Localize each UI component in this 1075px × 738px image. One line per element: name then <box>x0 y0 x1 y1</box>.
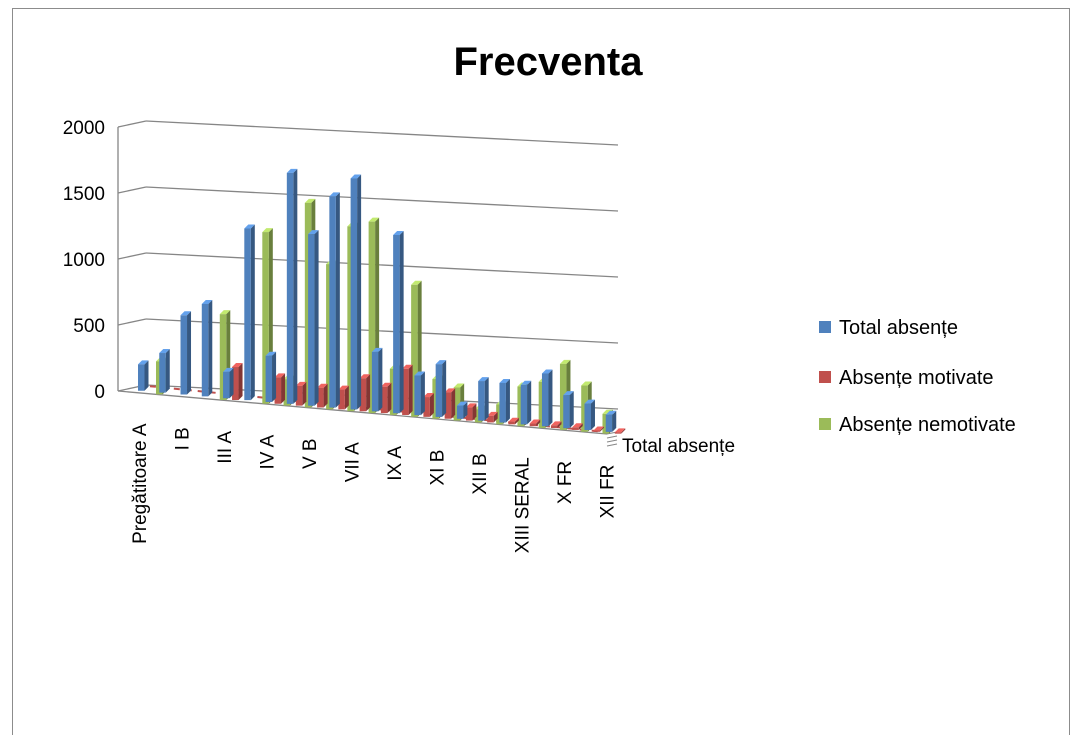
bar-0-3 <box>201 299 213 397</box>
gridline-4 <box>145 120 619 146</box>
bar-1-16 <box>487 411 498 423</box>
legend-item-motivate: Absențe motivate <box>819 367 994 389</box>
bar-0-8 <box>308 230 319 406</box>
x-tick-label: Pregătitoare A <box>130 423 151 544</box>
gridline-3 <box>145 186 619 212</box>
bar-1-15 <box>465 403 477 421</box>
legend-label-total: Total absențe <box>839 317 958 339</box>
bar-1-12 <box>402 364 413 415</box>
x-tick-label: XII FR <box>598 465 619 519</box>
bar-1-7 <box>295 381 307 406</box>
legend-item-nemotivate: Absențe nemotivate <box>819 414 1016 436</box>
gridline-depth-4 <box>117 120 147 128</box>
legend-swatch-total <box>819 321 831 333</box>
x-tick-label: I B <box>173 427 194 450</box>
x-tick-label: XIII SERAL <box>513 457 534 553</box>
bar-0-19 <box>541 369 553 427</box>
bar-1-20 <box>572 423 583 430</box>
bar-0-12 <box>393 230 404 414</box>
chart-canvas: Frecventa 0 500 1000 1500 2000 Pregătitoare … <box>63 40 1016 553</box>
bar-1-21 <box>593 426 604 432</box>
bar-0-10 <box>350 174 362 410</box>
bars <box>138 168 626 434</box>
bar-1-13 <box>423 393 434 417</box>
bar-1-19 <box>550 421 562 429</box>
gridline-depth-2 <box>117 252 147 260</box>
legend-swatch-nemotivate <box>819 418 831 430</box>
y-tick-label: 2000 <box>63 118 105 139</box>
gridline-depth-1 <box>117 318 147 326</box>
bar-0-20 <box>563 391 574 429</box>
legend-item-total: Total absențe <box>819 317 958 339</box>
bar-0-0 <box>138 360 149 391</box>
y-tick-label: 500 <box>73 316 105 337</box>
bar-0-4 <box>223 367 234 399</box>
bar-0-7 <box>286 168 298 404</box>
bar-0-5 <box>244 224 255 401</box>
legend: Total absențe Absențe motivate Absențe n… <box>819 317 1016 436</box>
x-tick-label: VII A <box>343 442 364 482</box>
bar-1-17 <box>508 417 519 425</box>
y-tick-label: 0 <box>94 382 105 403</box>
bar-0-18 <box>520 380 532 425</box>
depth-tick <box>606 439 618 443</box>
x-tick-label: XI B <box>428 450 449 486</box>
bar-0-22 <box>605 410 617 432</box>
bar-1-22 <box>614 428 626 434</box>
category-labels: Pregătitoare A I B III A IV A V B VII A IX A XI… <box>130 423 619 553</box>
bar-1-4 <box>232 363 243 401</box>
x-tick-label: IV A <box>258 434 279 469</box>
chart-frame: Frecventa 0 500 1000 1500 2000 Pregătitoare … <box>12 8 1070 735</box>
bar-1-14 <box>444 388 456 419</box>
x-axis-line <box>117 390 608 435</box>
bar-0-9 <box>329 192 340 408</box>
bar-0-11 <box>371 347 383 412</box>
bar-1-8 <box>317 383 328 408</box>
bar-0-14 <box>435 360 447 417</box>
gridline-1 <box>145 318 619 344</box>
gridline-depth-3 <box>117 186 147 194</box>
gridline-2 <box>145 252 619 278</box>
bar-0-6 <box>265 351 277 402</box>
depth-axis-label: Total absențe <box>622 436 735 457</box>
legend-label-nemotivate: Absențe nemotivate <box>839 414 1016 436</box>
y-tick-label: 1500 <box>63 184 105 205</box>
x-tick-label: X FR <box>555 461 576 504</box>
bar-1-6 <box>274 373 286 404</box>
depth-tick <box>606 443 618 447</box>
bar-0-1 <box>159 349 170 393</box>
bar-0-13 <box>414 371 425 416</box>
bar-0-17 <box>499 378 510 423</box>
x-tick-label: IX A <box>385 446 406 481</box>
bar-1-9 <box>338 385 349 410</box>
depth-tick <box>606 435 618 439</box>
bar-0-15 <box>456 401 468 419</box>
bar-1-18 <box>529 419 541 427</box>
bar-1-11 <box>380 382 392 414</box>
y-axis-ticks: 0 500 1000 1500 2000 <box>63 118 105 403</box>
y-tick-label: 1000 <box>63 250 105 271</box>
legend-label-motivate: Absențe motivate <box>839 367 994 389</box>
bar-0-21 <box>584 399 595 431</box>
bar-1-10 <box>359 374 371 412</box>
x-tick-label: III A <box>215 431 236 464</box>
bar-0-16 <box>478 377 489 421</box>
x-tick-label: V B <box>300 438 321 469</box>
bar-0-2 <box>180 311 192 395</box>
chart-title: Frecventa <box>454 40 644 84</box>
x-tick-label: XII B <box>470 453 491 494</box>
legend-swatch-motivate <box>819 371 831 383</box>
gridlines <box>117 120 619 410</box>
